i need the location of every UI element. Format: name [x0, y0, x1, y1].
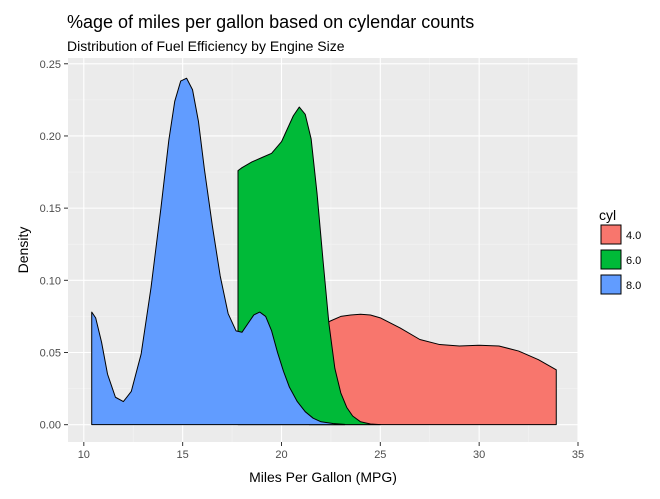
y-tick-label: 0.00	[40, 420, 61, 432]
density-areas	[91, 77, 557, 426]
x-axis: 10 15 20 25 30 35	[78, 442, 584, 461]
y-tick-label: 0.25	[40, 59, 61, 71]
chart-title: %age of miles per gallon based on cylend…	[67, 12, 475, 32]
legend-title: cyl	[599, 207, 616, 223]
legend-key-6-0	[600, 249, 622, 270]
y-tick-label: 0.15	[40, 203, 61, 215]
y-tick-label: 0.10	[40, 275, 61, 287]
y-axis-title: Density	[15, 227, 31, 274]
y-axis: 0.00 0.05 0.10 0.15 0.20 0.25	[40, 59, 68, 432]
legend-label: 4.0	[626, 230, 641, 242]
density-area-cyl-4-0	[308, 313, 557, 426]
legend: cyl 4.0 6.0 8.0	[599, 207, 641, 295]
legend-label: 8.0	[626, 280, 641, 292]
y-tick-label: 0.20	[40, 131, 61, 143]
x-axis-title: Miles Per Gallon (MPG)	[249, 469, 397, 485]
density-area-cyl-8-0	[91, 77, 346, 426]
legend-label: 6.0	[626, 255, 641, 267]
x-tick-label: 15	[177, 449, 189, 461]
x-tick-label: 25	[374, 449, 386, 461]
x-tick-label: 20	[275, 449, 287, 461]
x-tick-label: 30	[473, 449, 485, 461]
x-tick-label: 35	[572, 449, 584, 461]
legend-key-8-0	[600, 274, 622, 295]
chart-subtitle: Distribution of Fuel Efficiency by Engin…	[67, 38, 345, 54]
x-tick-label: 10	[78, 449, 90, 461]
y-tick-label: 0.05	[40, 347, 61, 359]
legend-key-4-0	[600, 224, 622, 245]
